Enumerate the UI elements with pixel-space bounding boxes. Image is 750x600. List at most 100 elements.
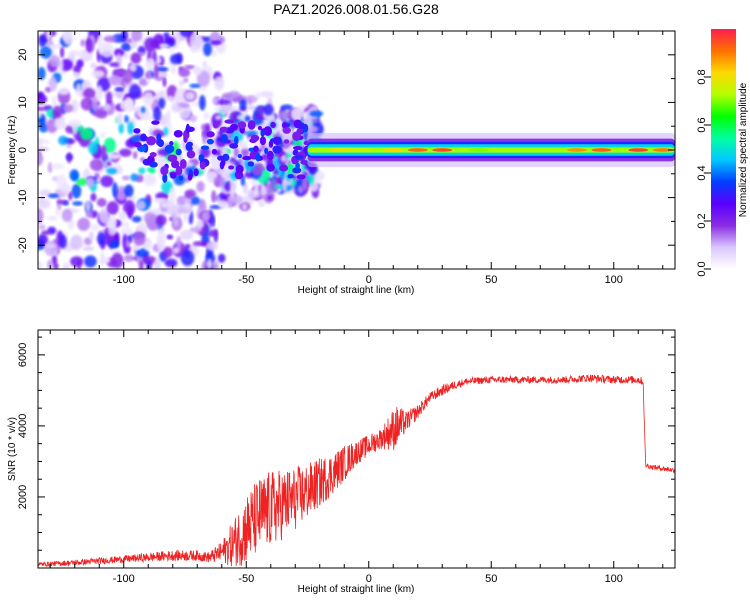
spectrogram-cell — [180, 229, 194, 241]
spectrogram-cell — [287, 174, 294, 179]
spectrogram-cell — [228, 165, 235, 170]
spectrogram-cell — [162, 173, 168, 183]
spectrogram-cell — [229, 185, 236, 199]
spectrogram-cell — [242, 155, 252, 161]
spectrogram-cell — [38, 137, 45, 145]
spectrogram-cell — [134, 141, 142, 148]
spectrogram-cell — [127, 121, 134, 135]
snr-y-label: SNR (10 * v/v) — [7, 417, 18, 481]
spectrogram-cell — [62, 262, 70, 269]
spectrogram-cell — [85, 38, 94, 53]
spectrogram-cell — [221, 134, 228, 143]
spectrogram-cell — [106, 201, 119, 215]
spectrogram-cell — [255, 91, 263, 99]
spectrogram-cell — [55, 208, 61, 217]
spectrogram-cell — [45, 139, 50, 145]
spectrogram-cell — [162, 77, 167, 88]
spectrogram-cell — [315, 171, 323, 183]
spectrogram-x-tick-label: -50 — [238, 274, 254, 286]
spectrogram-y-tick-label: -10 — [17, 190, 29, 206]
spectrogram-cell — [263, 103, 274, 116]
spectrogram-cell — [212, 120, 219, 129]
spectrogram-cell — [244, 115, 251, 123]
spectrogram-cell — [39, 46, 52, 59]
spectrogram-cell — [58, 87, 70, 96]
spectrogram-cell — [213, 175, 226, 188]
spectrogram-cell — [47, 259, 54, 269]
spectrogram-cell — [277, 138, 282, 144]
spectrogram-cell — [309, 110, 324, 117]
spectrogram-cell — [253, 181, 260, 197]
spectrogram-cell — [290, 107, 304, 122]
spectrogram-cell — [189, 83, 201, 89]
spectrogram-cell — [89, 158, 104, 172]
spectrogram-y-tick-label: 0 — [17, 147, 29, 153]
spectrogram-cell — [70, 234, 83, 251]
spectrogram-cell — [140, 106, 146, 114]
spectrogram-cell — [49, 54, 60, 68]
spectrogram-cell — [297, 185, 304, 194]
spectrogram-cell — [187, 173, 193, 181]
spectrogram-cell — [120, 227, 134, 236]
spectrogram-cell — [217, 99, 231, 105]
spectrogram-cell — [145, 57, 156, 72]
spectrogram-cell — [278, 110, 290, 120]
spectrogram-cell — [177, 208, 192, 214]
spectrogram-cell — [38, 224, 46, 230]
spectrogram-cell — [193, 168, 199, 177]
spectrogram-cell — [130, 52, 142, 64]
spectrogram-cell — [185, 126, 195, 133]
spectrogram-cell — [100, 145, 107, 162]
spectrogram-cell — [169, 216, 174, 221]
spectrogram-cell — [69, 169, 80, 182]
spectrogram-cell — [170, 66, 176, 74]
spectrogram-cell — [72, 122, 78, 136]
spectrogram-cell — [157, 72, 167, 78]
spectrogram-cell — [229, 111, 240, 123]
spectrogram-cell — [224, 119, 235, 124]
spectrogram-cell — [100, 42, 115, 58]
spectrogram-x-tick-label: 0 — [366, 274, 372, 286]
spectrogram-cell — [292, 145, 303, 151]
spectrogram-cell — [282, 179, 288, 193]
spectrogram-cell — [241, 203, 248, 211]
spectrogram-cell — [292, 167, 302, 174]
spectrogram-cell — [87, 140, 99, 155]
spectrogram-cell — [80, 39, 86, 47]
spectrogram-cell — [114, 87, 125, 92]
spectrogram-cell — [59, 46, 65, 59]
spectrogram-cell — [38, 93, 48, 105]
spectrogram-cell — [67, 152, 72, 164]
spectrogram-cell — [61, 208, 73, 222]
spectrogram-cell — [189, 115, 198, 123]
spectrogram-cell — [73, 72, 80, 78]
spectrogram-cell — [166, 109, 171, 125]
spectrogram-cell — [193, 66, 202, 76]
spectrogram-cell — [99, 132, 106, 139]
spectrogram-cell — [62, 103, 74, 113]
spectrogram-cell — [124, 115, 129, 123]
spectrogram-x-ticks: -100 -50 0 50 100 — [49, 31, 664, 286]
spectrogram-cell — [270, 121, 276, 129]
spectrogram-cell — [140, 133, 147, 142]
spectrogram-cell — [103, 35, 118, 43]
spectrogram-cell — [98, 208, 110, 224]
spectrogram-cell — [209, 40, 223, 45]
spectrogram-cell — [272, 168, 279, 176]
spectrogram-y-ticks: -20 -10 0 10 20 — [17, 30, 675, 270]
spectrogram-cell — [58, 234, 67, 249]
spectrogram-cell — [184, 65, 196, 70]
spectrogram-cell — [172, 247, 180, 254]
spectrogram-cell — [148, 167, 156, 174]
spectrogram-cell — [164, 258, 178, 268]
spectrogram-cell — [138, 78, 149, 87]
spectrogram-cell — [142, 255, 157, 265]
spectrogram-cell — [154, 257, 161, 269]
spectrogram-cell — [131, 31, 143, 42]
spectrogram-cell — [215, 115, 222, 120]
spectrogram-cell — [132, 151, 138, 160]
spectrogram-cell — [79, 127, 94, 141]
spectrogram-cell — [138, 167, 146, 175]
spectrogram-cell — [229, 143, 239, 149]
spectrogram-cell — [280, 154, 287, 163]
